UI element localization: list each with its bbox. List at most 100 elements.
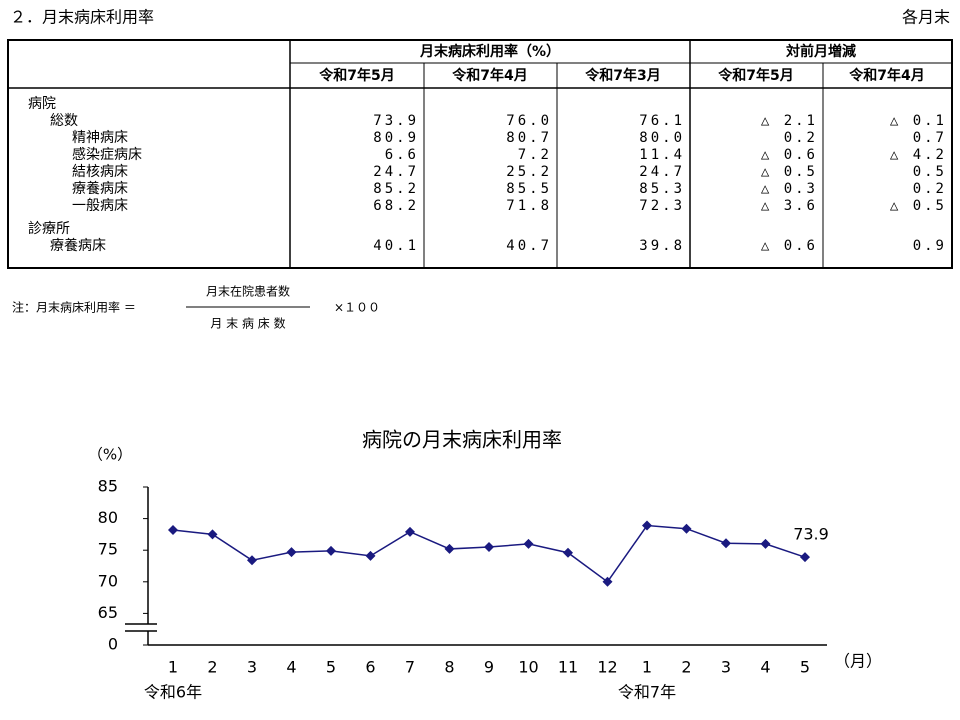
cell: 85.3	[639, 181, 685, 197]
footnote-multiplier: ×１００	[334, 301, 380, 315]
cell: 0.7	[913, 130, 947, 146]
y-tick-label: 65	[98, 603, 118, 622]
x-tick-label: 7	[405, 658, 415, 677]
column-header: 令和7年4月	[848, 67, 924, 84]
x-tick-label: 4	[760, 658, 770, 677]
x-tick-label: 6	[365, 658, 375, 677]
data-point	[523, 538, 534, 549]
data-point	[642, 520, 652, 531]
section-label: 病院	[28, 96, 56, 112]
column-header: 令和7年4月	[451, 67, 527, 84]
cell: △ 0.5	[890, 198, 947, 214]
cell: 76.1	[639, 113, 685, 129]
cell: 80.7	[506, 130, 552, 146]
cell: △ 0.1	[890, 113, 947, 129]
row-label: 感染症病床	[72, 146, 142, 163]
x-tick-label: 1	[168, 658, 178, 677]
x-tick-label: 1	[642, 658, 652, 677]
row-label: 精神病床	[72, 130, 128, 146]
cell: △ 3.6	[761, 198, 818, 214]
data-point	[484, 542, 494, 553]
cell: △ 2.1	[761, 113, 818, 129]
y-tick-label: 75	[98, 540, 118, 559]
data-point	[563, 547, 573, 558]
x-tick-label: 12	[597, 658, 617, 677]
period-label: 令和6年	[144, 683, 202, 702]
column-header: 令和7年3月	[584, 67, 660, 84]
cell: △ 0.3	[761, 181, 818, 197]
column-header: 令和7年5月	[717, 67, 793, 84]
y-tick-label: 80	[98, 508, 118, 527]
data-line	[172, 524, 806, 583]
footnote-numerator: 月末在院患者数	[206, 284, 290, 299]
cell: △ 0.6	[761, 238, 818, 254]
cell: 85.5	[506, 181, 552, 197]
cell: 7.2	[518, 147, 552, 163]
data-point	[760, 538, 771, 549]
cell: 24.7	[373, 164, 419, 180]
data-point	[207, 529, 218, 540]
data-point	[247, 555, 257, 566]
x-tick-label: 2	[207, 658, 217, 677]
cell: 11.4	[639, 147, 685, 163]
page-title: ２．月末病床利用率	[10, 8, 154, 27]
cell: 80.0	[639, 130, 685, 146]
data-point	[602, 576, 613, 587]
x-tick-label: 10	[518, 658, 538, 677]
cell: 0.2	[784, 130, 818, 146]
footnote-denominator: 月 末 病 床 数	[210, 316, 285, 331]
cell: 40.7	[506, 238, 552, 254]
x-unit: （月）	[834, 652, 882, 671]
x-tick-label: 11	[558, 658, 578, 677]
footnote: 注：月末病床利用率 ＝ 月末在院患者数 月 末 病 床 数 ×１００	[12, 284, 380, 331]
table-frame	[7, 39, 953, 269]
cell: 73.9	[373, 113, 419, 129]
cell: 72.3	[639, 198, 685, 214]
x-tick-label: 8	[444, 658, 454, 677]
y-tick-label: 0	[108, 635, 118, 654]
row-label: 総数	[50, 113, 78, 129]
footnote-prefix: 注：月末病床利用率 ＝	[12, 300, 136, 315]
x-tick-label: 4	[286, 658, 296, 677]
cell: 71.8	[506, 198, 552, 214]
cell: 39.8	[639, 238, 685, 254]
y-tick-label: 85	[98, 477, 118, 496]
chart-title: 病院の月末病床利用率	[362, 428, 562, 452]
cell: 76.0	[506, 113, 552, 129]
cell: 85.2	[373, 181, 419, 197]
cell: 68.2	[373, 198, 419, 214]
data-point	[365, 550, 376, 561]
axis-break-gap	[125, 624, 157, 631]
data-point	[286, 547, 297, 558]
y-tick-label: 70	[98, 571, 118, 590]
data-point	[800, 552, 810, 563]
x-tick-label: 5	[800, 658, 810, 677]
cell: 0.9	[913, 238, 947, 254]
cell: 40.1	[373, 238, 419, 254]
data-point	[444, 543, 455, 554]
group-header: 対前月増減	[785, 43, 856, 60]
cell: △ 0.5	[761, 164, 818, 180]
column-header: 令和7年5月	[318, 67, 394, 84]
value-label: 73.9	[793, 525, 829, 544]
row-label: 療養病床	[50, 237, 106, 254]
x-tick-label: 3	[721, 658, 731, 677]
cell: 25.2	[506, 164, 552, 180]
cell: △ 0.6	[761, 147, 818, 163]
section-label: 診療所	[28, 220, 70, 237]
data-point	[326, 545, 336, 556]
period-note: 各月末	[902, 8, 950, 27]
x-tick-label: 3	[247, 658, 257, 677]
cell: 6.6	[385, 147, 419, 163]
x-tick-label: 9	[484, 658, 494, 677]
x-tick-label: 2	[681, 658, 691, 677]
data-point	[168, 524, 178, 535]
data-point	[681, 523, 692, 534]
x-tick-label: 5	[326, 658, 336, 677]
row-label: 一般病床	[72, 198, 128, 214]
period-label: 令和7年	[618, 683, 676, 702]
row-label: 療養病床	[72, 180, 128, 197]
row-label: 結核病床	[72, 164, 128, 180]
data-point	[405, 526, 415, 537]
